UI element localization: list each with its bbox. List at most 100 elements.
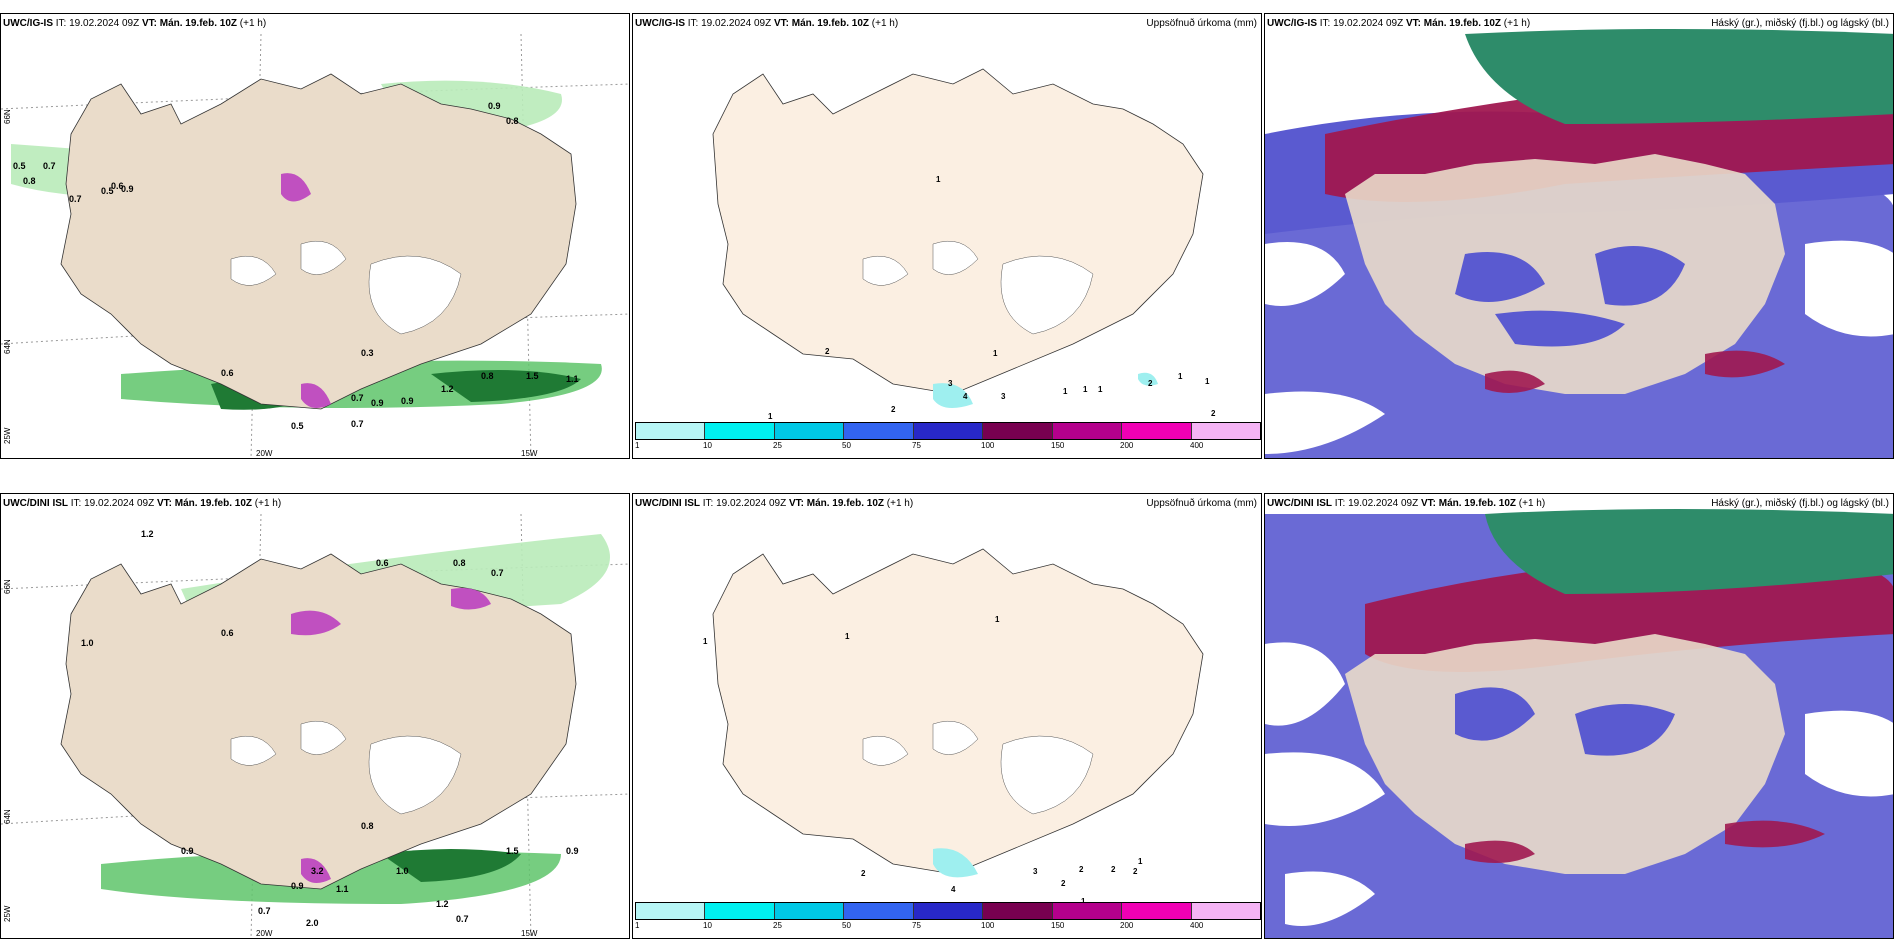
lon-label: 15W [521,929,538,938]
svg-text:2: 2 [1133,867,1138,876]
iceland-landmass [1345,154,1785,394]
glaciers [862,240,1094,335]
svg-text:1: 1 [1138,857,1143,866]
precip-wind-map: 0.5 0.7 0.8 0.7 0.5 0.6 0.9 0.9 0.8 0.7 … [1,33,629,458]
precip-patches-magenta [291,588,491,883]
svg-text:0.5: 0.5 [101,186,114,196]
svg-text:1.5: 1.5 [506,846,519,856]
svg-text:0.7: 0.7 [491,568,504,578]
panel-title: Háský (gr.), miðský (fj.bl.) og lágský (… [1711,498,1889,509]
panel-title: Uppsöfnuð úrkoma (mm) [1146,18,1257,29]
svg-text:1.2: 1.2 [141,529,154,539]
colorbar-seg [636,903,706,919]
svg-text:0.6: 0.6 [111,181,124,191]
svg-text:0.8: 0.8 [453,558,466,568]
colorbar-seg [844,423,914,439]
svg-text:2: 2 [1079,865,1084,874]
colorbar-tick: 50 [842,441,851,450]
colorbar-tick: 1 [635,921,640,930]
colorbar-seg [774,423,845,439]
svg-text:1: 1 [768,412,773,421]
svg-text:0.9: 0.9 [121,184,134,194]
svg-text:2: 2 [825,347,830,356]
lon-label: 25W [3,427,12,444]
svg-text:1.0: 1.0 [396,866,409,876]
panel-header: UWC/IG-IS IT: 19.02.2024 09Z VT: Mán. 19… [1267,18,1531,29]
svg-text:2: 2 [1061,879,1066,888]
precip-labels: 0.5 0.7 0.8 0.7 0.5 0.6 0.9 0.9 0.8 0.7 … [13,101,579,431]
svg-text:0.5: 0.5 [291,421,304,431]
colorbar-seg [1191,903,1260,919]
panel-bottom-cloud: UWC/DINI ISL IT: 19.02.2024 09Z VT: Mán.… [1264,493,1894,939]
lon-label: 15W [521,449,538,458]
svg-text:3.2: 3.2 [311,866,324,876]
accum-precip-map: 1 1 1 2 4 3 2 2 2 1 1 2 [703,548,1204,906]
lon-label: 25W [3,905,12,922]
svg-text:1: 1 [936,175,941,184]
lat-label: 66N [3,579,12,594]
svg-text:0.7: 0.7 [351,419,364,429]
svg-text:0.3: 0.3 [361,348,374,358]
svg-text:1.2: 1.2 [441,384,454,394]
colorbar-tick: 200 [1120,441,1134,450]
panel-header: UWC/DINI ISL IT: 19.02.2024 09Z VT: Mán.… [635,498,914,509]
glaciers [230,240,462,335]
svg-text:0.9: 0.9 [291,881,304,891]
svg-text:0.8: 0.8 [506,116,519,126]
svg-text:0.8: 0.8 [481,371,494,381]
lon-label: 20W [256,929,273,938]
colorbar-tick: 25 [773,921,782,930]
svg-text:4: 4 [951,885,956,894]
svg-text:2.0: 2.0 [306,918,319,928]
precip-labels: 1.2 1.0 0.6 0.6 0.8 0.7 0.9 0.7 0.9 0.8 … [81,529,579,928]
colorbar-tick: 75 [912,441,921,450]
colorbar-tick: 50 [842,921,851,930]
iceland-landmass [712,68,1204,395]
colorbar-seg [705,903,775,919]
panel-header: UWC/DINI ISL IT: 19.02.2024 09Z VT: Mán.… [1267,498,1546,509]
svg-text:2: 2 [1211,409,1216,418]
colorbar-seg [1052,903,1123,919]
svg-text:4: 4 [963,392,968,401]
svg-text:0.7: 0.7 [258,906,271,916]
svg-text:0.8: 0.8 [23,176,36,186]
svg-text:1: 1 [1178,372,1183,381]
svg-text:0.6: 0.6 [376,558,389,568]
colorbar-seg [983,423,1053,439]
svg-text:1: 1 [995,615,1000,624]
svg-text:0.9: 0.9 [401,396,414,406]
svg-text:2: 2 [1111,865,1116,874]
svg-text:0.5: 0.5 [13,161,26,171]
colorbar-tick: 10 [703,441,712,450]
colorbar-seg [774,903,845,919]
glaciers [862,720,1094,815]
panel-bottom-accum: UWC/DINI ISL IT: 19.02.2024 09Z VT: Mán.… [632,493,1262,939]
colorbar: 1 10 25 50 75 100 150 200 400 [635,422,1261,452]
colorbar-tick: 200 [1120,921,1134,930]
colorbar-tick: 10 [703,921,712,930]
colorbar-seg [705,423,775,439]
accum-labels: 1 1 1 2 4 3 2 2 2 1 1 2 [703,615,1143,906]
svg-text:0.7: 0.7 [43,161,56,171]
iceland-landmass [712,548,1204,875]
colorbar-tick: 150 [1051,921,1065,930]
panel-title: Uppsöfnuð úrkoma (mm) [1146,498,1257,509]
svg-text:1: 1 [1205,377,1210,386]
panel-top-precip: UWC/IG-IS IT: 19.02.2024 09Z VT: Mán. 19… [0,13,630,459]
panel-title: Háský (gr.), miðský (fj.bl.) og lágský (… [1711,18,1889,29]
colorbar-seg [1052,423,1123,439]
lon-label: 20W [256,449,273,458]
svg-text:0.9: 0.9 [566,846,579,856]
colorbar-tick: 400 [1190,921,1204,930]
svg-text:0.6: 0.6 [221,628,234,638]
svg-text:1: 1 [845,632,850,641]
svg-text:2: 2 [861,869,866,878]
colorbar: 1 10 25 50 75 100 150 200 400 [635,902,1261,932]
svg-text:0.6: 0.6 [221,368,234,378]
svg-text:1: 1 [703,637,708,646]
colorbar-seg [636,423,706,439]
svg-text:3: 3 [1001,392,1006,401]
svg-text:1.0: 1.0 [81,638,94,648]
svg-text:1: 1 [1063,387,1068,396]
svg-text:0.7: 0.7 [351,393,364,403]
